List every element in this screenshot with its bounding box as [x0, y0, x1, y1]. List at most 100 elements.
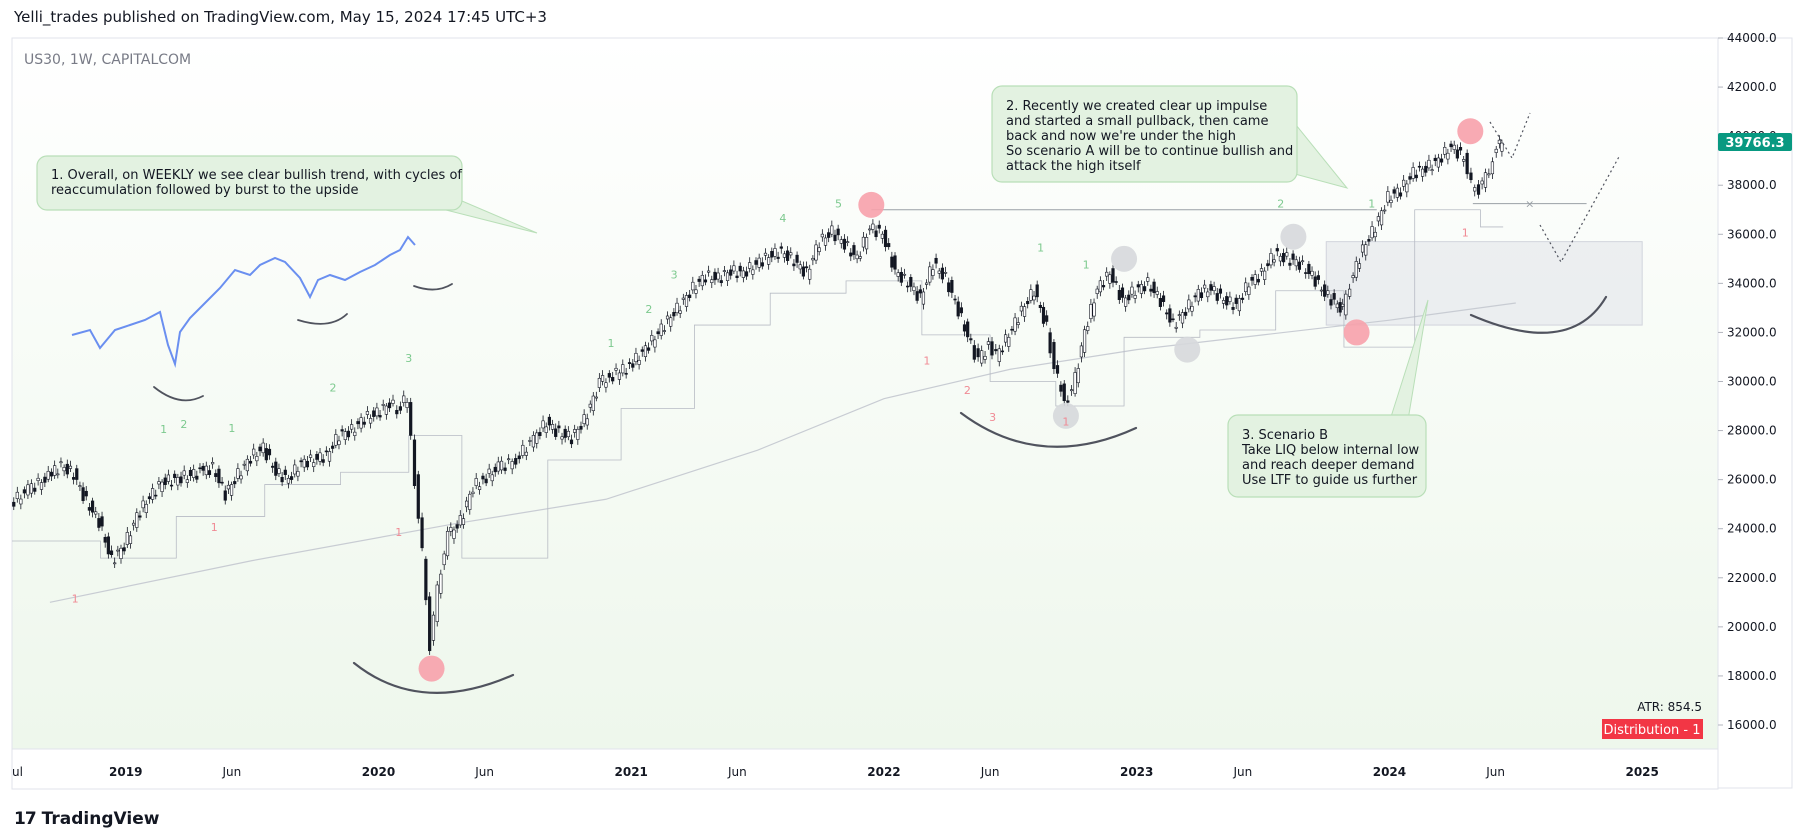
candle	[624, 367, 628, 379]
candle-body	[1443, 146, 1447, 155]
candle-body	[531, 435, 536, 448]
candle	[909, 274, 913, 292]
candle-body	[62, 467, 66, 472]
candle-body	[557, 425, 561, 429]
candle	[1149, 284, 1153, 297]
candle	[176, 473, 180, 491]
candle	[233, 476, 237, 489]
candle	[634, 347, 638, 366]
candle-body	[65, 463, 69, 475]
candle-body	[1326, 290, 1330, 295]
candle-body	[773, 248, 777, 257]
candle	[694, 285, 698, 299]
candle	[1041, 302, 1046, 328]
candle	[1439, 153, 1444, 166]
candle-body	[691, 281, 695, 291]
candle-body	[582, 414, 586, 424]
candle-body	[160, 481, 164, 492]
candle	[150, 483, 155, 504]
candle	[1338, 297, 1342, 317]
candle	[902, 268, 907, 279]
candle-body	[662, 330, 666, 332]
candle	[983, 351, 987, 364]
candle	[675, 297, 679, 316]
candle	[43, 472, 47, 488]
candle	[1446, 148, 1450, 165]
candle-body	[779, 246, 783, 249]
candle-body	[631, 363, 635, 368]
candle-body	[1310, 270, 1314, 276]
candle	[1326, 285, 1330, 298]
candle	[959, 302, 963, 317]
candle-body	[1142, 286, 1147, 292]
candle-body	[738, 265, 742, 272]
candle	[1000, 345, 1005, 355]
candle	[547, 413, 551, 431]
candle	[1095, 285, 1099, 299]
candle	[1395, 183, 1399, 202]
candle	[1455, 144, 1459, 162]
candle	[350, 419, 354, 434]
x-axis-label: 2021	[615, 765, 648, 779]
candle	[521, 439, 525, 459]
candle-body	[1158, 298, 1162, 307]
price-badge-value: 39766.3	[1725, 136, 1784, 151]
candle	[1364, 241, 1368, 261]
candle	[458, 510, 462, 528]
candle	[855, 250, 859, 264]
candle	[614, 363, 618, 376]
candle	[324, 446, 328, 457]
y-axis-label: 28000.0	[1727, 424, 1777, 438]
candle-body	[1215, 293, 1219, 301]
candle-body	[1383, 209, 1387, 212]
candle	[969, 333, 973, 344]
candle-body	[1272, 259, 1276, 263]
candle-body	[359, 417, 363, 429]
candle-body	[1209, 284, 1213, 291]
candle-body	[1016, 322, 1020, 325]
candle	[1379, 207, 1384, 230]
candle-body	[1026, 301, 1030, 305]
candle	[442, 550, 446, 570]
candle	[503, 462, 507, 475]
candle	[719, 275, 723, 287]
candle	[1458, 142, 1463, 156]
candle	[760, 257, 764, 270]
candle	[372, 407, 376, 422]
candle-body	[1174, 326, 1178, 329]
demand-arc-2024	[1469, 295, 1608, 334]
candle-body	[646, 347, 651, 351]
candle	[1076, 363, 1080, 388]
tradingview-footer[interactable]: 17 TradingView	[14, 809, 159, 829]
candle	[1215, 288, 1219, 305]
wave-label: 1	[607, 337, 614, 350]
candle-body	[337, 440, 341, 445]
liquidity-arc-2022	[959, 411, 1138, 448]
candle	[477, 481, 482, 495]
annotation-1-box	[36, 155, 463, 211]
candle-body	[640, 349, 644, 352]
wave-label: 1	[160, 423, 167, 436]
candle	[1196, 284, 1200, 306]
candle	[748, 257, 752, 273]
candle	[507, 454, 511, 465]
candle	[846, 236, 850, 247]
price-chart[interactable]: × 11121123112345123111211 16000.018000.0…	[0, 0, 1803, 800]
candle-body	[1035, 284, 1039, 298]
wave-label: 2	[1277, 197, 1284, 210]
candle	[1411, 162, 1415, 182]
candle	[236, 463, 240, 482]
candle	[286, 474, 291, 489]
candle	[836, 224, 840, 241]
candle	[1250, 274, 1254, 286]
candle	[1171, 313, 1175, 323]
candle	[46, 465, 50, 483]
candle-body	[617, 372, 622, 380]
candle	[1405, 180, 1409, 198]
candle	[428, 592, 432, 655]
candle-body	[477, 486, 482, 490]
y-axis-label: 16000.0	[1727, 718, 1777, 732]
candle-body	[302, 458, 306, 468]
candle	[1500, 139, 1504, 157]
candle-body	[563, 428, 567, 438]
